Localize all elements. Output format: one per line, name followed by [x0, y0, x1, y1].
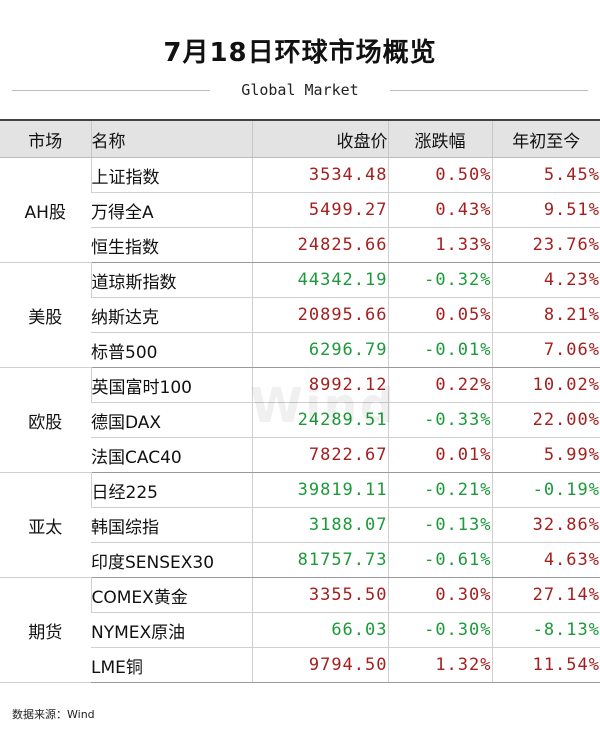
table-row: 印度SENSEX30 81757.73 -0.61% 4.63%: [0, 542, 600, 578]
table-row: 美股 道琼斯指数 44342.19 -0.32% 4.23%: [0, 262, 600, 368]
close-price-cell: 20895.66: [251, 297, 388, 333]
change-cell: -0.61%: [387, 542, 492, 578]
ytd-cell: 4.63%: [491, 542, 600, 578]
ytd-cell: 23.76%: [491, 227, 600, 263]
ytd-cell: 11.54%: [491, 647, 600, 683]
close-price-cell: 3188.07: [251, 507, 388, 543]
subtitle-row: Global Market: [0, 78, 600, 102]
name-cell: NYMEX原油: [91, 612, 252, 648]
close-price-cell: 24825.66: [251, 227, 388, 263]
region-cell: 亚太: [0, 472, 91, 578]
close-price-cell: 24289.51: [251, 402, 388, 438]
name-cell: 恒生指数: [91, 227, 252, 263]
name-cell: 标普500: [91, 332, 252, 368]
table-row: 韩国综指 3188.07 -0.13% 32.86%: [0, 507, 600, 543]
change-cell: -0.32%: [387, 262, 492, 298]
change-cell: -0.21%: [387, 472, 492, 508]
table-row: 标普500 6296.79 -0.01% 7.06%: [0, 332, 600, 368]
table-row: 法国CAC40 7822.67 0.01% 5.99%: [0, 437, 600, 473]
close-price-cell: 3355.50: [251, 577, 388, 613]
header-change: 涨跌幅: [387, 119, 492, 158]
close-price-cell: 66.03: [251, 612, 388, 648]
table-row: 欧股 英国富时100 8992.12 0.22% 10.02%: [0, 367, 600, 473]
data-source-note: 数据来源：Wind: [12, 708, 95, 721]
ytd-cell: 7.06%: [491, 332, 600, 368]
table-row: 纳斯达克 20895.66 0.05% 8.21%: [0, 297, 600, 333]
change-cell: 0.22%: [387, 367, 492, 403]
change-cell: 0.30%: [387, 577, 492, 613]
name-cell: COMEX黄金: [90, 577, 252, 613]
table-row: NYMEX原油 66.03 -0.30% -8.13%: [0, 612, 600, 648]
name-cell: 韩国综指: [91, 507, 252, 543]
name-cell: 印度SENSEX30: [91, 542, 252, 578]
ytd-cell: 22.00%: [491, 402, 600, 438]
table-row: 亚太 日经225 39819.11 -0.21% -0.19%: [0, 472, 600, 578]
table-row: 恒生指数 24825.66 1.33% 23.76%: [0, 227, 600, 263]
name-cell: 日经225: [90, 472, 252, 508]
change-cell: 1.33%: [387, 227, 492, 263]
change-cell: -0.30%: [387, 612, 492, 648]
name-cell: 法国CAC40: [91, 437, 252, 473]
change-cell: -0.33%: [387, 402, 492, 438]
name-cell: 英国富时100: [90, 367, 252, 403]
ytd-cell: 9.51%: [491, 192, 600, 228]
ytd-cell: 10.02%: [491, 367, 600, 403]
ytd-cell: -0.19%: [491, 472, 600, 508]
change-cell: -0.01%: [387, 332, 492, 368]
region-cell: 期货: [0, 577, 91, 683]
region-cell: 欧股: [0, 367, 91, 473]
page-title: 7月18日环球市场概览: [163, 38, 437, 68]
ytd-cell: 4.23%: [491, 262, 600, 298]
table-header-row: 市场 名称 收盘价 涨跌幅 年初至今: [0, 119, 600, 158]
close-price-cell: 3534.48: [251, 157, 388, 193]
table-body: AH股 上证指数 3534.48 0.50% 5.45% 万得全A 5499.27 0.43%…: [0, 157, 600, 683]
table-row: AH股 上证指数 3534.48 0.50% 5.45%: [0, 157, 600, 263]
ytd-cell: -8.13%: [491, 612, 600, 648]
subtitle-divider-left: [12, 90, 210, 91]
region-cell: AH股: [0, 157, 91, 263]
close-price-cell: 9794.50: [251, 647, 388, 683]
table-row: LME铜 9794.50 1.32% 11.54%: [0, 647, 600, 683]
header-close: 收盘价: [251, 119, 388, 158]
close-price-cell: 6296.79: [251, 332, 388, 368]
close-price-cell: 5499.27: [251, 192, 388, 228]
header-region: 市场: [0, 119, 91, 158]
close-price-cell: 81757.73: [251, 542, 388, 578]
header-name: 名称: [90, 119, 252, 158]
ytd-cell: 5.45%: [491, 157, 600, 193]
close-price-cell: 8992.12: [251, 367, 388, 403]
name-cell: LME铜: [91, 647, 252, 683]
change-cell: 0.50%: [387, 157, 492, 193]
ytd-cell: 32.86%: [491, 507, 600, 543]
close-price-cell: 7822.67: [251, 437, 388, 473]
header-ytd: 年初至今: [491, 119, 600, 158]
change-cell: -0.13%: [387, 507, 492, 543]
subtitle-divider-right: [390, 90, 588, 91]
change-cell: 0.01%: [387, 437, 492, 473]
ytd-cell: 27.14%: [491, 577, 600, 613]
table-row: 万得全A 5499.27 0.43% 9.51%: [0, 192, 600, 228]
page-subtitle: Global Market: [0, 78, 600, 102]
name-cell: 纳斯达克: [91, 297, 252, 333]
change-cell: 0.43%: [387, 192, 492, 228]
table-row: 期货 COMEX黄金 3355.50 0.30% 27.14%: [0, 577, 600, 683]
ytd-cell: 5.99%: [491, 437, 600, 473]
name-cell: 万得全A: [91, 192, 252, 228]
global-market-table: 市场 名称 收盘价 涨跌幅 年初至今 AH股 上证指数 3534.48 0.50% 5.…: [0, 119, 600, 683]
name-cell: 德国DAX: [91, 402, 252, 438]
ytd-cell: 8.21%: [491, 297, 600, 333]
change-cell: 1.32%: [387, 647, 492, 683]
change-cell: 0.05%: [387, 297, 492, 333]
name-cell: 上证指数: [90, 157, 252, 193]
table-row: 德国DAX 24289.51 -0.33% 22.00%: [0, 402, 600, 438]
close-price-cell: 39819.11: [251, 472, 388, 508]
subtitle-text: Global Market: [233, 81, 367, 99]
close-price-cell: 44342.19: [251, 262, 388, 298]
name-cell: 道琼斯指数: [90, 262, 252, 298]
region-cell: 美股: [0, 262, 91, 368]
